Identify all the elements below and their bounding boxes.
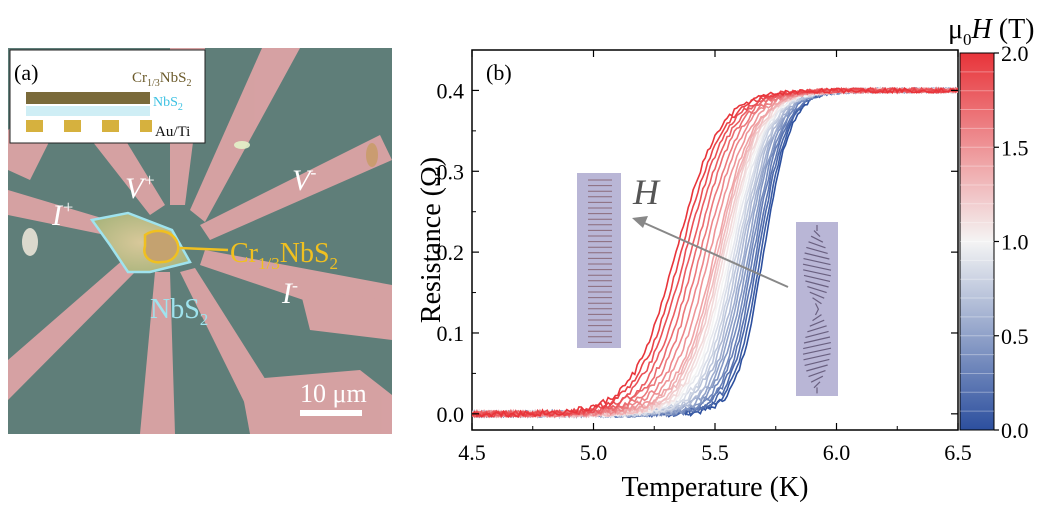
i-plus-label: I+ bbox=[51, 197, 74, 232]
panel-a: (a) Cr1/3NbS2 NbS2 Au/Ti V+ V- I+ I- Cr1… bbox=[8, 48, 392, 434]
colorbar-title: μ0H (T) bbox=[948, 14, 1035, 49]
spin-arrow bbox=[813, 381, 821, 389]
panel-b-label: (b) bbox=[486, 60, 512, 85]
electrode bbox=[8, 252, 145, 400]
layer-mid-label: NbS2 bbox=[153, 95, 183, 113]
debris bbox=[22, 228, 38, 256]
spin-arrow bbox=[813, 230, 821, 238]
spin-arrow bbox=[803, 342, 831, 350]
spin-arrow bbox=[814, 308, 820, 316]
layer-au-ti bbox=[140, 120, 152, 132]
spin-arrow bbox=[807, 325, 827, 333]
rt-curve-series bbox=[472, 87, 958, 418]
x-tick-label: 6.0 bbox=[823, 440, 851, 465]
spin-arrow bbox=[804, 252, 830, 260]
spin-arrows-aligned bbox=[588, 179, 612, 343]
rt-curve-series bbox=[472, 86, 958, 418]
spin-arrow bbox=[803, 353, 831, 361]
layer-au-ti bbox=[102, 120, 119, 132]
x-tick-label: 6.5 bbox=[944, 440, 972, 465]
field-arrow bbox=[641, 221, 789, 288]
cr-nbs2-flake bbox=[143, 229, 180, 264]
spin-arrow bbox=[802, 263, 832, 271]
spin-arrows-helical bbox=[802, 225, 832, 394]
spin-arrow bbox=[809, 291, 825, 299]
spin-arrow bbox=[806, 246, 828, 254]
axes: 4.5 5.0 5.5 6.0 6.5 0.0 0.1 0.2 0.3 0.4 bbox=[437, 49, 972, 465]
electrode bbox=[200, 135, 392, 240]
layer-top-label: Cr1/3NbS2 bbox=[132, 70, 191, 89]
electrode-pad bbox=[240, 370, 392, 434]
layer-au-ti bbox=[26, 120, 43, 132]
spin-arrow bbox=[812, 314, 822, 322]
y-tick-label: 0.4 bbox=[437, 78, 465, 103]
spin-arrow bbox=[804, 358, 830, 366]
x-tick-label: 5.0 bbox=[580, 440, 608, 465]
field-annotation: H bbox=[632, 172, 661, 212]
spin-arrow bbox=[803, 269, 831, 277]
colorbar-tick-label: 0.0 bbox=[1001, 418, 1029, 443]
colorbar-ticks: 0.0 0.5 1.0 1.5 2.0 bbox=[960, 41, 1029, 443]
spin-arrow bbox=[809, 319, 825, 327]
y-tick-label: 0.3 bbox=[437, 159, 465, 184]
nbs2-label: NbS2 bbox=[150, 294, 208, 329]
spin-arrow bbox=[802, 347, 832, 355]
electrode bbox=[140, 272, 175, 434]
layer-au-ti bbox=[64, 120, 81, 132]
colorbar-tick-label: 0.5 bbox=[1001, 324, 1029, 349]
x-axis-label: Temperature (K) bbox=[622, 472, 809, 503]
plot-frame bbox=[471, 49, 959, 431]
flake-pointer bbox=[179, 246, 229, 252]
colorbar-tick-label: 1.0 bbox=[1001, 230, 1029, 255]
y-tick-label: 0.1 bbox=[437, 321, 465, 346]
spin-inset-aligned bbox=[577, 173, 621, 348]
electrode-pad bbox=[300, 290, 392, 340]
panel-b: 4.5 5.0 5.5 6.0 6.5 0.0 0.1 0.2 0.3 0.4 (b) Tempe… bbox=[416, 14, 1035, 503]
spin-arrow bbox=[803, 336, 831, 344]
v-minus-label: V- bbox=[292, 162, 316, 197]
spin-arrow bbox=[808, 241, 826, 249]
field-arrow-head bbox=[632, 216, 648, 228]
electrode bbox=[190, 48, 300, 222]
i-minus-label: I- bbox=[281, 275, 298, 310]
spin-arrow bbox=[805, 280, 829, 288]
v-plus-label: V+ bbox=[125, 170, 155, 205]
flake-label: Cr1/3NbS2 bbox=[230, 238, 338, 273]
debris bbox=[366, 143, 378, 167]
rt-curves bbox=[472, 86, 958, 419]
layer-nbs2 bbox=[26, 106, 150, 116]
scale-bar bbox=[300, 410, 362, 416]
spin-arrow bbox=[810, 235, 824, 243]
spin-arrow bbox=[810, 375, 824, 383]
spin-arrow bbox=[812, 297, 822, 305]
y-axis-label: Resistance (Ω) bbox=[416, 157, 447, 323]
y-tick-label: 0.2 bbox=[437, 240, 465, 265]
spin-inset-helical bbox=[796, 222, 838, 396]
x-tick-label: 5.5 bbox=[701, 440, 729, 465]
spin-arrow bbox=[808, 370, 826, 378]
layer-cr-nbs2 bbox=[26, 92, 150, 104]
colorbar-tick-label: 1.5 bbox=[1001, 135, 1029, 160]
scale-bar-label: 10 μm bbox=[300, 379, 367, 408]
spin-arrow bbox=[803, 258, 831, 266]
spin-arrow bbox=[803, 274, 831, 282]
debris bbox=[234, 141, 250, 149]
spin-arrow bbox=[814, 303, 820, 310]
panel-a-label: (a) bbox=[14, 60, 38, 85]
spin-arrow bbox=[807, 286, 827, 294]
y-tick-label: 0.0 bbox=[437, 402, 465, 427]
colorbar-tick-label: 2.0 bbox=[1001, 41, 1029, 66]
layer-bottom-label: Au/Ti bbox=[155, 124, 190, 140]
spin-arrow bbox=[805, 330, 829, 338]
x-tick-label: 4.5 bbox=[458, 440, 486, 465]
colorbar bbox=[959, 52, 995, 431]
spin-arrow bbox=[806, 364, 828, 372]
